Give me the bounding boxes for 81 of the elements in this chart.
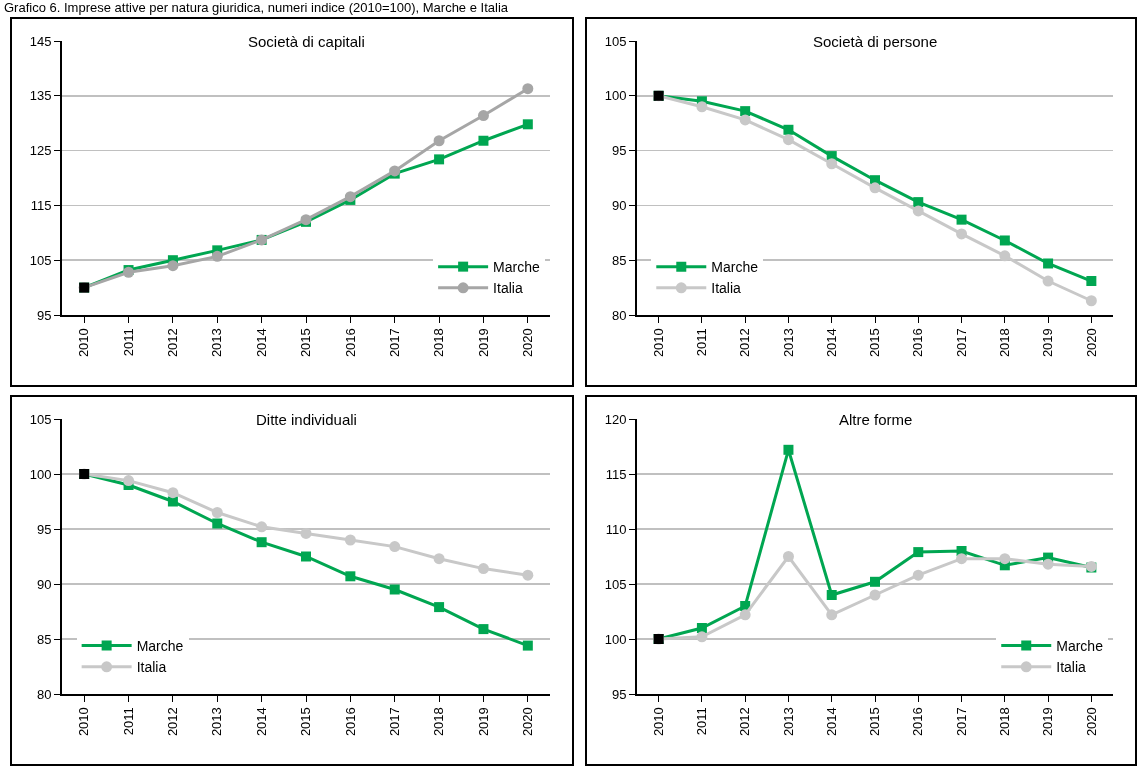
- x-tick-label: 2011: [694, 707, 710, 736]
- x-tick-label: 2010: [650, 707, 666, 737]
- x-tick-label: 2017: [953, 328, 969, 358]
- x-tick-label: 2016: [910, 328, 926, 358]
- y-tick-label: 110: [605, 521, 627, 537]
- chart-title: Ditte individuali: [256, 411, 357, 428]
- chart-title: Società di capitali: [248, 33, 365, 50]
- y-tick-label: 105: [604, 33, 627, 49]
- legend-label: Marche: [711, 259, 759, 276]
- y-tick-label: 100: [29, 466, 52, 482]
- text: Grafico 6. Imprese attive per natura giuridica, numeri indice (2010=100), Marche e Italia: [4, 0, 509, 15]
- y-tick-label: 95: [611, 143, 627, 159]
- x-tick-label: 2019: [1040, 707, 1056, 737]
- x-tick-label: 2019: [475, 707, 491, 737]
- y-tick-label: 95: [36, 521, 52, 537]
- legend-label: Marche: [136, 638, 184, 655]
- x-tick-label: 2020: [520, 328, 536, 358]
- x-tick-label: 2014: [823, 707, 839, 737]
- legend-label: Marche: [1056, 638, 1104, 655]
- x-tick-label: 2016: [342, 328, 358, 358]
- x-tick-label: 2019: [1040, 328, 1056, 358]
- legend-label: Italia: [136, 659, 167, 676]
- legend-label: Italia: [711, 280, 742, 297]
- chart-title: Società di persone: [813, 33, 938, 50]
- x-tick-label: 2018: [997, 328, 1013, 358]
- y-tick-label: 100: [604, 88, 627, 104]
- y-tick-label: 80: [36, 686, 52, 702]
- x-tick-label: 2017: [386, 328, 402, 358]
- x-tick-label: 2011: [120, 328, 136, 357]
- x-tick-label: 2014: [253, 328, 269, 358]
- x-tick-label: 2012: [737, 707, 753, 737]
- x-tick-label: 2016: [910, 707, 926, 737]
- legend-label: Italia: [1056, 659, 1087, 676]
- y-tick-label: 95: [36, 307, 52, 323]
- x-tick-label: 2013: [780, 707, 796, 737]
- y-tick-label: 95: [611, 686, 627, 702]
- x-tick-label: 2011: [694, 328, 710, 357]
- y-tick-label: 80: [611, 307, 627, 323]
- x-tick-label: 2015: [867, 707, 883, 737]
- x-tick-label: 2013: [209, 707, 225, 737]
- x-tick-label: 2013: [209, 328, 225, 358]
- x-tick-label: 2013: [780, 328, 796, 358]
- y-tick-label: 105: [29, 252, 52, 268]
- y-tick-label: 85: [36, 631, 52, 647]
- x-tick-label: 2011: [120, 707, 136, 736]
- x-tick-label: 2015: [298, 328, 314, 358]
- chart-title: Altre forme: [839, 411, 913, 428]
- x-tick-label: 2015: [867, 328, 883, 358]
- x-tick-label: 2017: [386, 707, 402, 737]
- x-tick-label: 2018: [431, 328, 447, 358]
- x-tick-label: 2010: [76, 707, 92, 737]
- y-tick-label: 85: [611, 252, 627, 268]
- y-tick-label: 125: [29, 143, 52, 159]
- legend-label: Italia: [493, 280, 523, 297]
- x-tick-label: 2010: [650, 328, 666, 358]
- y-tick-label: 115: [605, 466, 627, 482]
- x-tick-label: 2015: [298, 707, 314, 737]
- y-tick-label: 90: [611, 197, 627, 213]
- legend-label: Marche: [493, 259, 541, 276]
- y-tick-label: 100: [604, 631, 627, 647]
- x-tick-label: 2018: [431, 707, 447, 737]
- x-tick-label: 2016: [342, 707, 358, 737]
- x-tick-label: 2014: [253, 707, 269, 737]
- x-tick-label: 2010: [76, 328, 92, 358]
- x-tick-label: 2014: [823, 328, 839, 358]
- y-tick-label: 90: [36, 576, 52, 592]
- x-tick-label: 2018: [997, 707, 1013, 737]
- x-tick-label: 2012: [737, 328, 753, 358]
- x-tick-label: 2012: [165, 707, 181, 737]
- x-tick-label: 2019: [475, 328, 491, 358]
- y-tick-label: 145: [29, 33, 52, 49]
- x-tick-label: 2020: [1083, 328, 1099, 358]
- x-tick-label: 2020: [520, 707, 536, 737]
- x-tick-label: 2020: [1083, 707, 1099, 737]
- y-tick-label: 120: [604, 411, 627, 427]
- x-tick-label: 2012: [165, 328, 181, 358]
- y-tick-label: 115: [30, 197, 52, 213]
- x-tick-label: 2017: [953, 707, 969, 737]
- y-tick-label: 105: [29, 411, 52, 427]
- y-tick-label: 105: [604, 576, 627, 592]
- y-tick-label: 135: [29, 88, 52, 104]
